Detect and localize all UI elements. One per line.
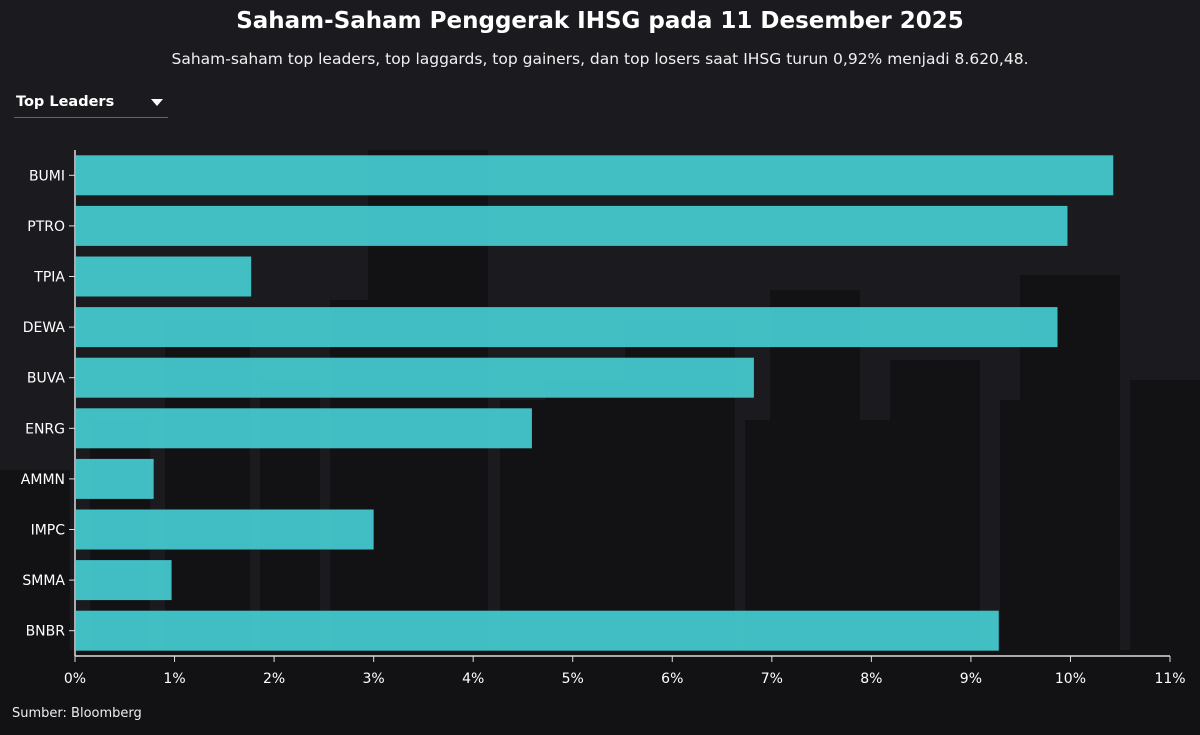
bar-ptro — [76, 205, 1068, 246]
source-note: Sumber: Bloomberg — [12, 706, 142, 721]
building-silhouette — [0, 650, 1200, 735]
x-tick-label: 5% — [562, 671, 584, 687]
x-tick-label: 0% — [64, 671, 86, 687]
y-tick-label: BNBR — [26, 624, 66, 640]
x-tick-label: 8% — [860, 671, 882, 687]
x-tick-label: 9% — [960, 671, 982, 687]
bar-smma — [76, 560, 172, 601]
y-tick-label: SMMA — [22, 573, 65, 589]
bar-bumi — [76, 155, 1114, 196]
chart-title: Saham-Saham Penggerak IHSG pada 11 Desem… — [236, 8, 964, 34]
bar-bnbr — [76, 610, 999, 651]
bar-enrg — [76, 408, 532, 449]
x-tick-label: 10% — [1055, 671, 1086, 687]
y-tick-label: DEWA — [23, 320, 66, 336]
y-tick-label: PTRO — [27, 219, 65, 235]
x-tick-label: 11% — [1154, 671, 1185, 687]
x-tick-label: 2% — [263, 671, 285, 687]
x-tick-label: 1% — [163, 671, 185, 687]
bar-buva — [76, 357, 754, 398]
x-tick-label: 6% — [661, 671, 683, 687]
y-tick-label: AMMN — [21, 472, 65, 488]
bar-impc — [76, 509, 374, 550]
y-tick-label: BUVA — [27, 371, 66, 387]
y-tick-label: TPIA — [33, 270, 65, 286]
dropdown-selected-value: Top Leaders — [16, 94, 115, 110]
bar-ammn — [76, 458, 154, 499]
chart-subtitle: Saham-saham top leaders, top laggards, t… — [171, 50, 1029, 68]
x-tick-label: 3% — [363, 671, 385, 687]
y-tick-label: IMPC — [31, 523, 66, 539]
x-tick-label: 4% — [462, 671, 484, 687]
y-tick-label: ENRG — [25, 421, 65, 437]
y-tick-label: BUMI — [29, 168, 65, 184]
category-dropdown[interactable]: Top Leaders — [14, 92, 168, 118]
caret-down-icon — [151, 99, 163, 106]
bar-tpia — [76, 256, 252, 297]
bar-dewa — [76, 307, 1058, 348]
x-tick-label: 7% — [761, 671, 783, 687]
